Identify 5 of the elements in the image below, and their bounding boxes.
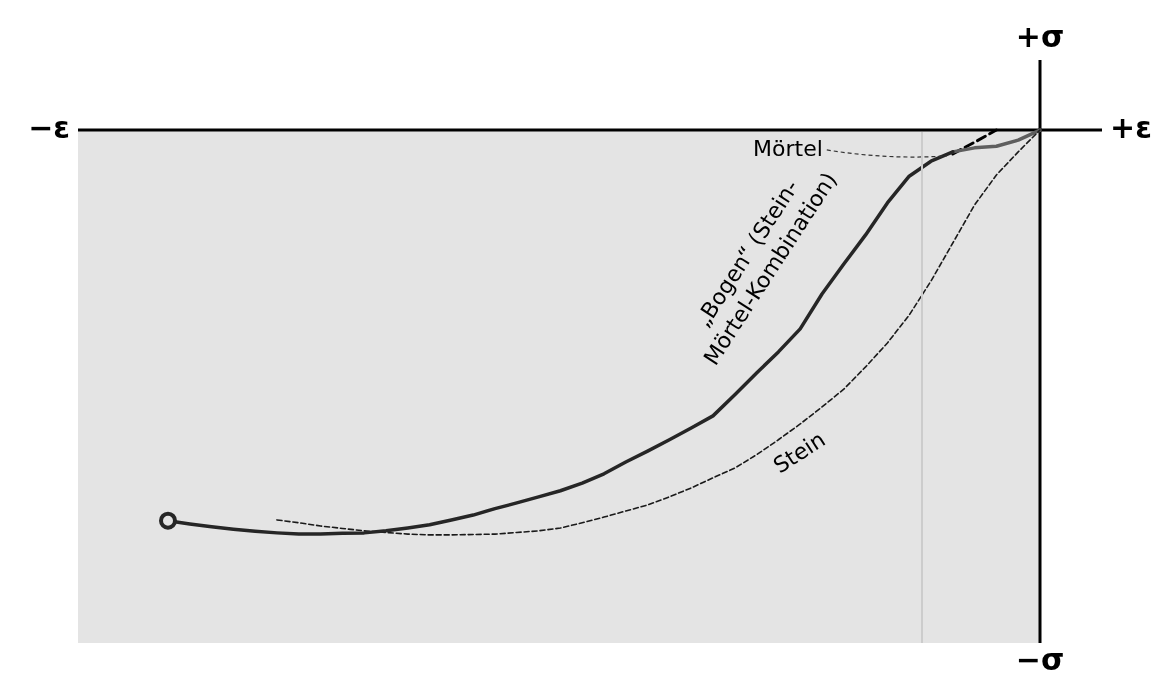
y-axis-title: +σ — [1015, 18, 1065, 54]
text: −ε — [28, 109, 70, 145]
text: −σ — [1015, 641, 1065, 677]
x-axis-title: +ε — [1110, 109, 1152, 145]
text: Mörtel — [753, 135, 823, 161]
